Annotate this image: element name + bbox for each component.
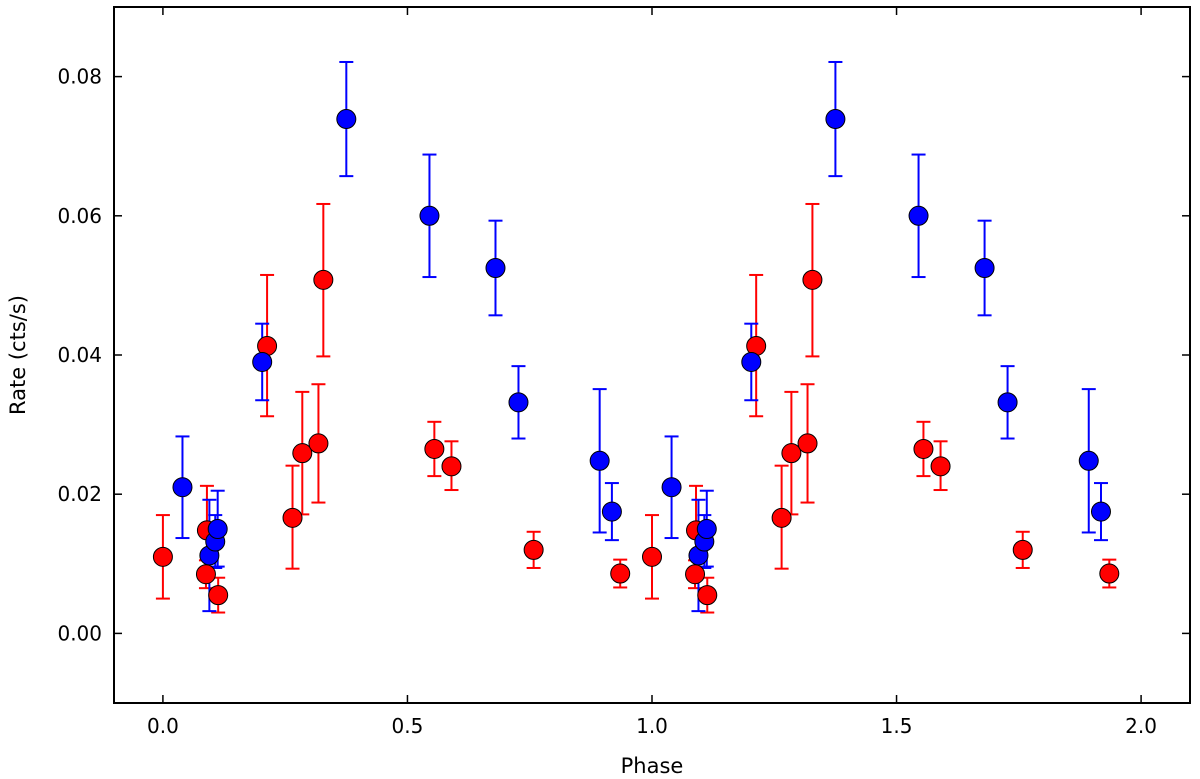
x-tick-label: 2.0 [1125,714,1157,738]
data-point [697,585,718,606]
data-point [441,456,462,477]
data-point [152,546,173,567]
x-tick-label: 0.5 [392,714,424,738]
plot-frame [113,6,1191,704]
x-tick-label: 1.0 [636,714,668,738]
error-bars [155,60,1117,614]
data-point [313,269,334,290]
data-point [797,433,818,454]
data-point [741,351,762,372]
y-tick-label: 0.08 [57,65,102,89]
y-tick-label: 0.06 [57,204,102,228]
x-axis-label: Phase [621,754,684,778]
data-point [172,477,193,498]
y-axis-label: Rate (cts/s) [6,295,30,415]
x-tick-label: 0.0 [147,714,179,738]
data-point [208,585,229,606]
data-point [485,258,506,278]
data-point [282,507,303,528]
data-point [771,507,792,528]
data-point [195,564,216,585]
data-point [1090,501,1111,522]
data-points [152,109,1120,606]
data-point [1078,450,1099,471]
y-tick-label: 0.00 [57,621,102,645]
data-point [696,519,717,539]
data-point [419,205,440,226]
y-axis-ticks: 0.00 0.02 0.04 0.06 0.08 [57,65,1190,645]
data-point [601,501,622,522]
data-point [802,269,823,290]
data-point [308,433,329,454]
data-point [913,438,934,459]
data-point [661,477,682,498]
data-point [424,438,445,459]
data-point [1099,563,1120,584]
data-point [642,546,662,567]
y-tick-label: 0.02 [57,482,102,506]
data-point [523,539,544,560]
data-point [825,109,846,130]
data-point [336,109,357,130]
data-point [781,443,802,464]
data-point [908,205,929,226]
data-point [997,392,1018,413]
x-axis-ticks: 0.0 0.5 1.0 1.5 2.0 [147,7,1157,738]
data-point [610,563,631,584]
data-point [207,519,228,539]
data-point [974,258,995,278]
data-point [685,564,706,585]
data-point [1012,539,1033,560]
data-point [508,392,529,413]
data-point [252,351,273,372]
data-point [930,456,951,477]
data-point [589,450,610,471]
y-tick-label: 0.04 [57,343,102,367]
data-point [292,443,313,464]
x-tick-label: 1.5 [881,714,913,738]
